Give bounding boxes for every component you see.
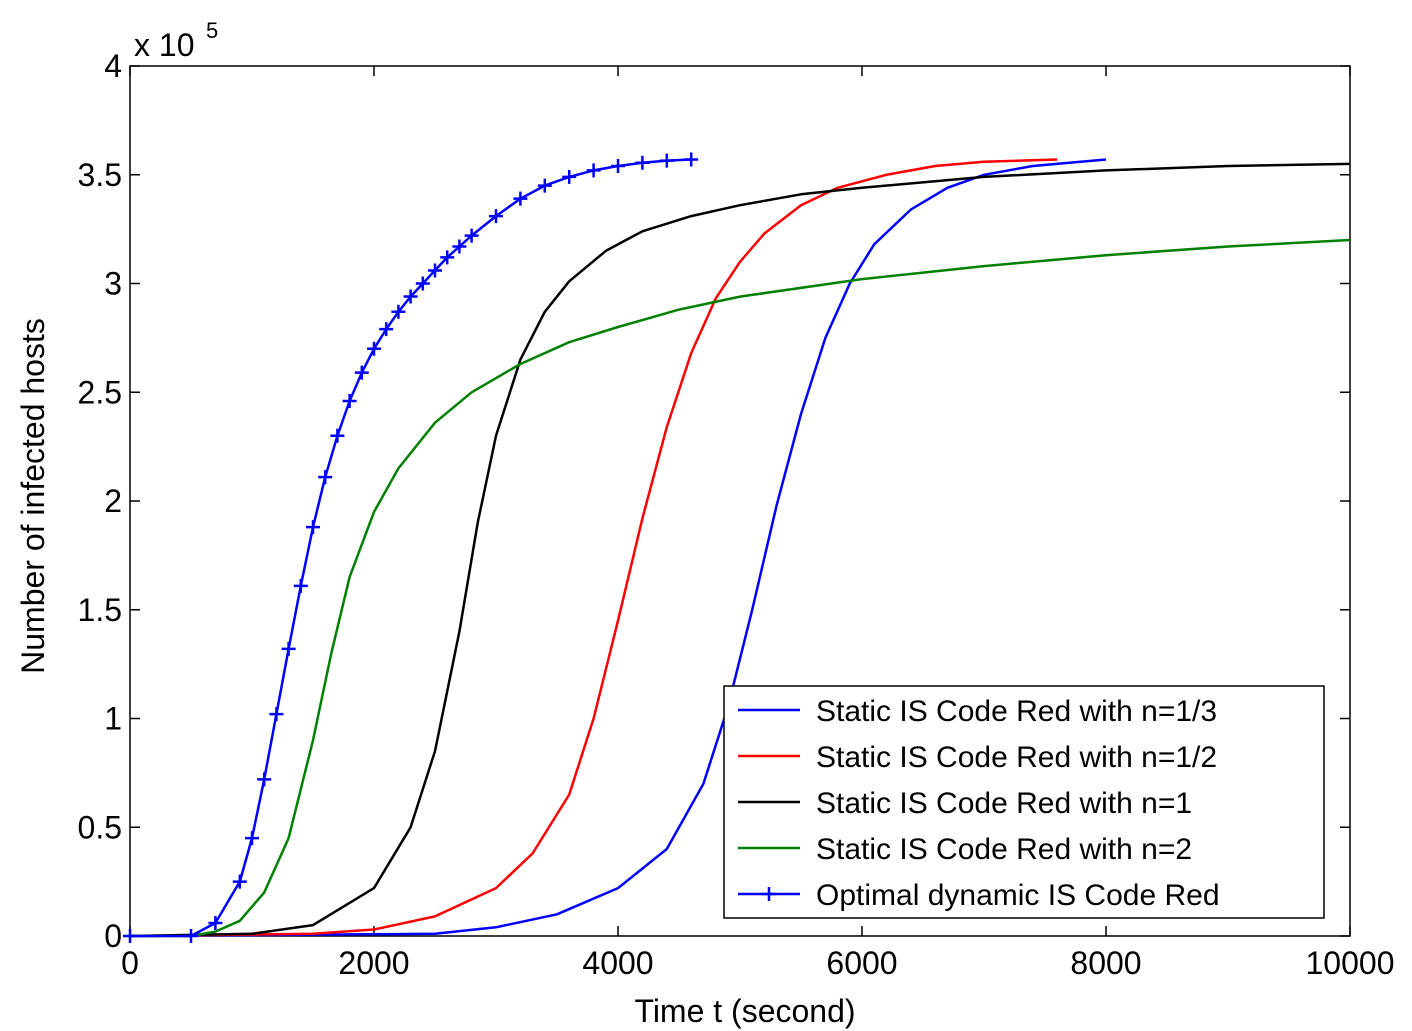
data-point-marker	[635, 155, 650, 170]
series-line-1	[129, 158, 1107, 938]
x-axis-label: Time t (second)	[634, 993, 855, 1029]
y-tick-label: 2.5	[78, 374, 122, 410]
data-point-marker	[537, 178, 552, 193]
y-tick-label: 3.5	[78, 157, 122, 193]
legend-box	[723, 685, 1325, 919]
data-point-marker	[367, 341, 381, 356]
legend-label: Static IS Code Red with n=1/3	[816, 695, 1217, 728]
data-point-marker	[354, 365, 369, 380]
data-point-marker	[245, 831, 259, 846]
legend: Static IS Code Red with n=1/3 Static IS C…	[723, 685, 1325, 919]
x-tick-label: 0	[121, 945, 139, 981]
data-point-marker	[464, 228, 479, 243]
data-point-marker	[586, 163, 601, 178]
legend-label: Static IS Code Red with n=2	[816, 833, 1192, 866]
y-axis-label: Number of infected hosts	[15, 318, 51, 674]
data-point-marker	[440, 250, 455, 265]
series-line-5	[130, 158, 692, 938]
y-tick-label: 0	[104, 918, 122, 954]
y-tick-label: 1.5	[78, 592, 122, 628]
series-line-3	[129, 162, 1351, 938]
data-point-marker	[123, 929, 137, 943]
data-point-marker	[659, 153, 674, 168]
y-multiplier-base: x 10	[134, 27, 194, 63]
axis-ticks: 0 2000 4000 6000 8000 10000 0 0.5 1 1.5 2 2.5 3 3.5 4	[78, 48, 1395, 981]
x-tick-label: 8000	[1070, 945, 1141, 981]
y-tick-label: 0.5	[78, 809, 122, 845]
data-point-marker	[513, 191, 528, 206]
y-multiplier-exponent: 5	[206, 18, 218, 43]
data-point-marker	[281, 641, 296, 656]
data-point-marker	[269, 707, 284, 722]
data-point-marker	[452, 239, 467, 254]
data-point-marker	[403, 289, 418, 304]
data-point-marker	[342, 393, 357, 408]
y-tick-label: 1	[104, 701, 122, 737]
y-tick-label: 3	[104, 266, 122, 302]
x-tick-label: 2000	[338, 945, 409, 981]
y-tick-label: 2	[104, 483, 122, 519]
data-point-marker	[184, 929, 198, 943]
data-point-marker	[257, 772, 272, 787]
data-point-marker	[208, 915, 223, 930]
data-point-marker	[391, 304, 406, 319]
data-point-marker	[318, 470, 333, 485]
legend-marker	[762, 887, 776, 901]
y-tick-label: 4	[104, 48, 122, 84]
data-point-marker	[232, 874, 247, 889]
legend-label: Static IS Code Red with n=1/2	[816, 741, 1217, 774]
data-point-marker	[306, 520, 320, 535]
data-point-marker	[684, 152, 699, 167]
data-point-marker	[428, 263, 442, 278]
series-line-2	[129, 158, 1058, 938]
data-point-marker	[379, 322, 394, 337]
data-point-marker	[489, 209, 503, 224]
x-tick-label: 4000	[582, 945, 653, 981]
data-point-marker	[293, 578, 308, 593]
legend-label: Optimal dynamic IS Code Red	[816, 879, 1220, 912]
data-point-marker	[415, 276, 430, 291]
data-point-marker	[330, 428, 345, 443]
series-layer	[123, 152, 1351, 943]
legend-label: Static IS Code Red with n=1	[816, 787, 1192, 820]
x-tick-label: 10000	[1306, 945, 1395, 981]
series-line-4	[130, 238, 1351, 938]
data-point-marker	[611, 159, 625, 174]
x-tick-label: 6000	[826, 945, 897, 981]
data-point-marker	[562, 169, 577, 184]
